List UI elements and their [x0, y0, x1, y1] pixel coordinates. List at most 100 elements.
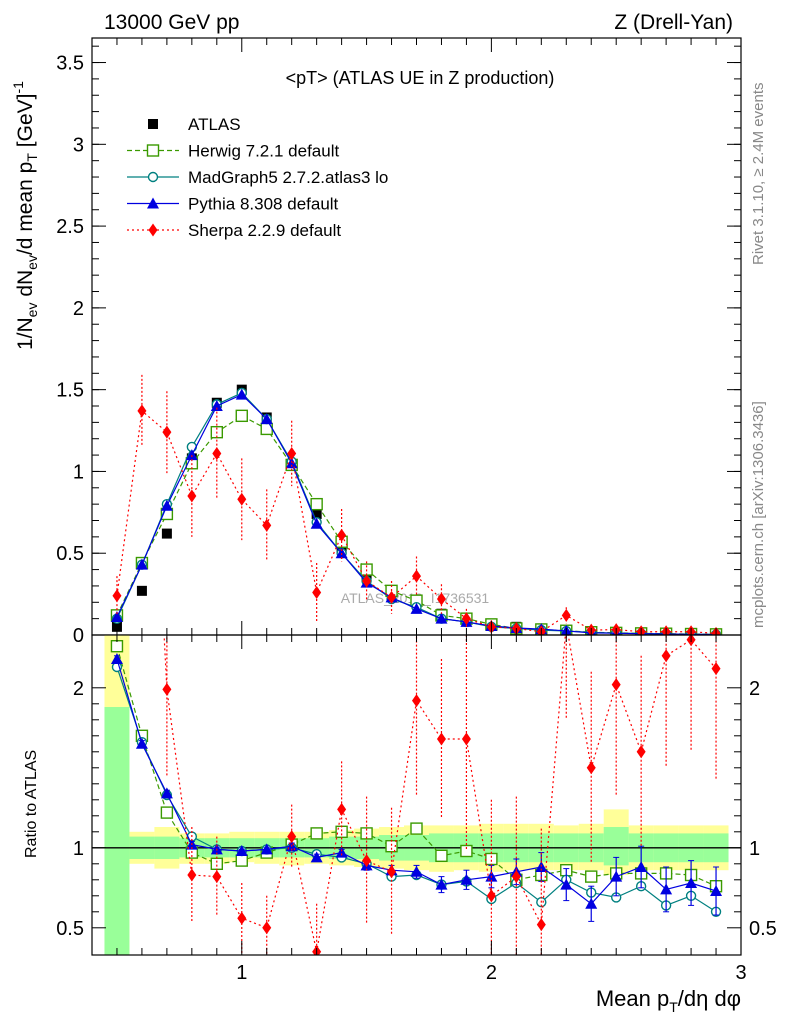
pythia-marker	[410, 865, 423, 877]
sherpa-marker	[362, 854, 372, 868]
legend-label-sherpa: Sherpa 2.2.9 default	[188, 221, 341, 240]
legend-marker-madgraph	[147, 171, 159, 183]
legend-label-herwig: Herwig 7.2.1 default	[188, 142, 339, 161]
y-tick-label: 0	[73, 625, 84, 647]
pythia-marker	[310, 517, 323, 529]
legend-label-atlas: ATLAS	[188, 115, 241, 134]
sherpa-marker	[611, 678, 621, 692]
pythia-marker	[660, 883, 673, 895]
rivet-info-label: Rivet 3.1.10, ≥ 2.4M events	[750, 83, 767, 266]
sherpa-marker	[162, 682, 172, 696]
ratio-y-tick-label: 1	[73, 838, 84, 860]
sherpa-marker	[511, 870, 521, 884]
sherpa-marker	[287, 830, 297, 844]
sherpa-marker	[212, 870, 222, 884]
pythia-marker	[310, 851, 323, 863]
sherpa-marker	[212, 446, 222, 460]
legend-marker-atlas	[148, 119, 158, 129]
pythia-marker	[110, 611, 123, 623]
sherpa-marker	[187, 868, 197, 882]
pythia-marker	[110, 653, 123, 664]
pythia-marker	[135, 558, 148, 570]
sherpa-marker	[461, 612, 471, 626]
sherpa-marker	[561, 608, 571, 622]
sherpa-marker	[112, 589, 122, 603]
pythia-marker	[135, 737, 148, 749]
herwig-marker	[310, 827, 323, 840]
legend: ATLAS Herwig 7.2.1 default MadGraph5 2.7.2…	[127, 115, 388, 240]
pythia-marker	[685, 877, 698, 888]
sherpa-marker	[586, 761, 596, 775]
herwig-marker	[585, 870, 598, 883]
sherpa-marker	[387, 865, 397, 879]
sherpa-marker	[287, 446, 297, 460]
herwig-marker	[410, 822, 423, 835]
x-tick-label: 1	[236, 962, 247, 984]
y-tick-label: 2	[73, 298, 84, 320]
pythia-marker	[210, 400, 223, 412]
sherpa-marker	[661, 649, 671, 663]
herwig-marker	[210, 857, 224, 870]
sherpa-marker	[536, 918, 546, 932]
main-chart-title: <pT> (ATLAS UE in Z production)	[286, 68, 555, 88]
sherpa-marker	[461, 732, 471, 746]
legend-marker-pythia	[147, 197, 159, 209]
sherpa-marker	[162, 425, 172, 439]
pythia-marker	[235, 388, 248, 400]
sherpa-marker	[436, 592, 446, 606]
ratio-y-tick-label: 2	[73, 678, 84, 700]
pythia-marker	[185, 449, 198, 461]
sherpa-marker	[337, 802, 347, 816]
legend-marker-herwig	[146, 144, 160, 157]
x-tick-label: 2	[486, 962, 497, 984]
sherpa-marker	[187, 489, 197, 503]
main-y-axis-title: 1/Nev dNev/d mean pT [GeV]-1	[10, 81, 40, 350]
y-tick-label: 1.5	[56, 380, 84, 402]
pythia-marker	[560, 878, 573, 890]
pythia-marker	[160, 787, 173, 799]
pythia-marker	[335, 846, 348, 858]
herwig-marker	[110, 640, 124, 653]
pythia-marker	[435, 612, 448, 624]
y-tick-label: 1	[73, 461, 84, 483]
ratio-frame	[91, 634, 742, 956]
pythia-marker	[635, 861, 648, 872]
sherpa-marker	[262, 921, 272, 935]
sherpa-marker	[137, 404, 147, 418]
sherpa-marker	[112, 281, 121, 294]
y-tick-label: 3	[73, 134, 84, 156]
atlas-marker	[161, 528, 172, 539]
herwig-marker	[435, 849, 448, 862]
pythia-marker	[160, 499, 173, 511]
legend-label-pythia: Pythia 8.308 default	[188, 195, 339, 214]
herwig-marker	[235, 409, 248, 423]
legend-label-madgraph: MadGraph5 2.7.2.atlas3 lo	[188, 168, 388, 187]
atlas-marker	[136, 585, 147, 596]
sherpa-marker	[312, 585, 322, 599]
herwig-marker	[310, 497, 323, 511]
pythia-marker	[335, 547, 348, 559]
pythia-marker	[610, 870, 623, 882]
ratio-y-axis-title: Ratio to ATLAS	[23, 750, 40, 858]
pythia-marker	[710, 885, 723, 896]
pythia-marker	[410, 602, 423, 614]
atlas-marker	[311, 508, 322, 519]
header-process-label: Z (Drell-Yan)	[614, 11, 733, 34]
sherpa-marker	[362, 574, 372, 588]
ratio-series-group	[110, 281, 723, 955]
pythia-marker	[235, 845, 248, 856]
sherpa-marker	[337, 528, 347, 542]
atlas-marker	[111, 621, 122, 632]
sherpa-marker	[436, 732, 446, 746]
pythia-marker	[285, 457, 298, 469]
pythia-marker	[585, 897, 598, 909]
main-series-group	[110, 374, 723, 635]
sherpa-marker	[262, 518, 272, 532]
ratio-y-tick-label-right: 1	[749, 838, 760, 860]
sherpa-marker	[711, 662, 721, 676]
herwig-marker	[235, 854, 248, 867]
main-plot-area: 0 0.5 1 1.5 2 2.5 3 3.5	[56, 37, 742, 647]
ratio-y-tick-label-right: 2	[749, 678, 760, 700]
uncertainty-band-inner	[104, 707, 130, 955]
